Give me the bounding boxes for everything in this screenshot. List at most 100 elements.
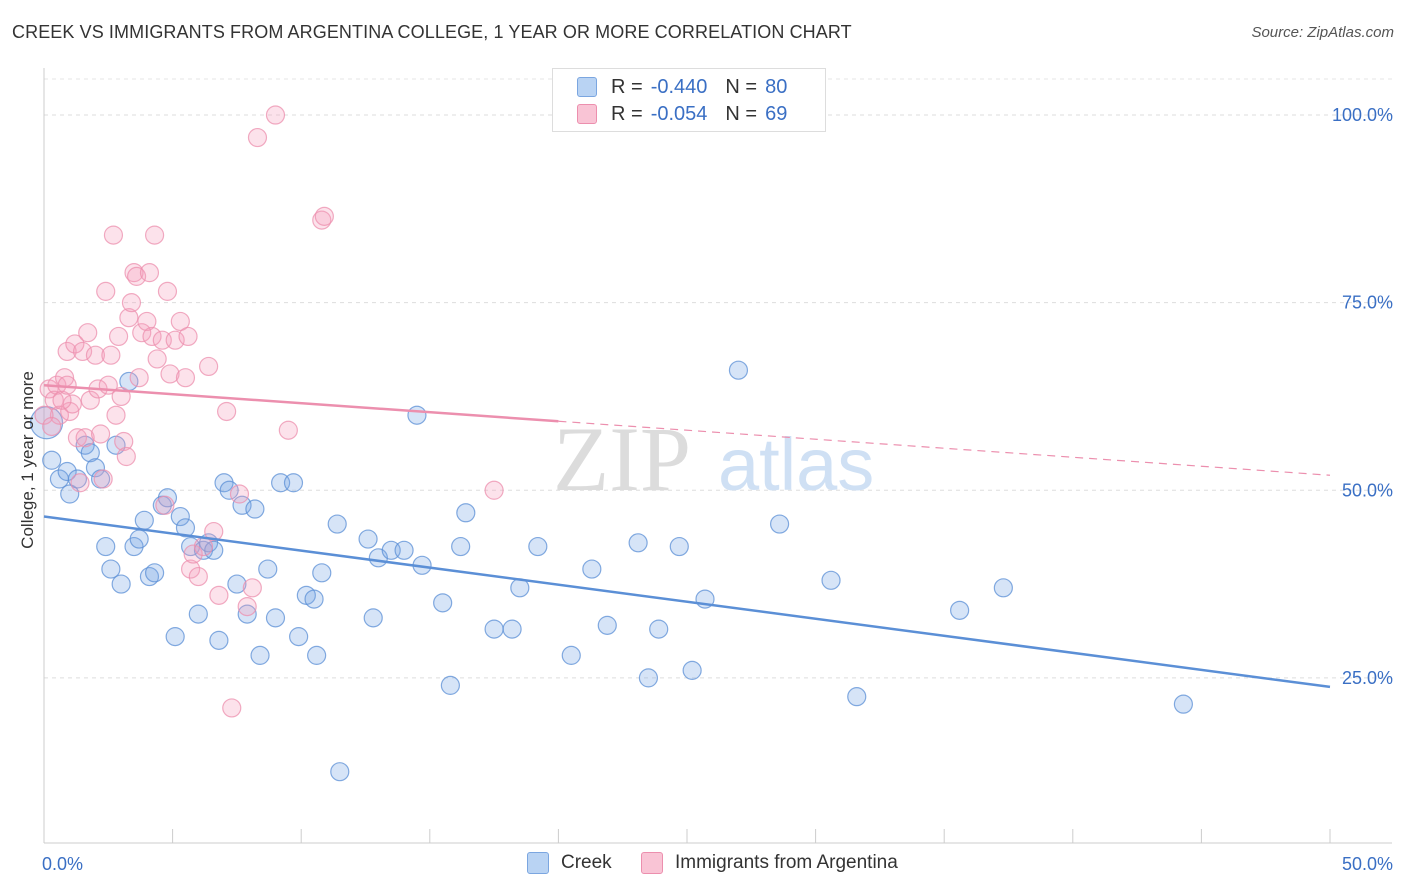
argentina-point	[90, 424, 111, 444]
n-value-argentina: 69	[765, 102, 788, 125]
argentina-point	[93, 469, 113, 489]
creek-point	[101, 559, 121, 579]
argentina-point	[62, 394, 82, 414]
argentina-point	[147, 349, 167, 369]
creek-point	[769, 514, 790, 534]
argentina-point	[114, 431, 134, 452]
argentina-point	[265, 105, 286, 125]
trend-lines	[43, 383, 1331, 689]
argentina-point	[170, 311, 190, 332]
creek-point	[289, 627, 309, 647]
argentina-point	[199, 356, 219, 377]
correlation-legend: R = -0.440 N = 80 R = -0.054 N = 69	[552, 68, 826, 132]
argentina-point	[103, 225, 124, 245]
creek-point	[85, 458, 106, 478]
legend-creek-label: Creek	[561, 852, 612, 873]
argentina-point	[42, 416, 62, 437]
argentina-point	[175, 368, 196, 388]
watermark-zip: ZIP	[553, 408, 691, 510]
creek-point	[451, 536, 471, 557]
r-value-argentina: -0.054	[650, 102, 708, 125]
creek-point	[227, 574, 247, 594]
creek-point	[628, 533, 648, 553]
argentina-point	[484, 480, 504, 500]
argentina-point	[217, 401, 237, 422]
creek-point	[175, 518, 196, 538]
creek-point	[597, 615, 617, 635]
argentina-point	[139, 263, 160, 283]
argentina-point	[119, 308, 139, 328]
argentina-point	[80, 390, 100, 410]
argentina-point	[85, 345, 106, 365]
argentina-point	[183, 544, 203, 564]
creek-point	[80, 443, 100, 463]
creek-point	[96, 536, 116, 557]
creek-point	[57, 461, 77, 482]
argentina-point	[142, 326, 162, 347]
argentina-point	[96, 281, 116, 301]
argentina-point	[229, 484, 250, 504]
creek-legend-swatch	[527, 852, 549, 874]
creek-point	[993, 578, 1013, 598]
creek-trend-line	[43, 515, 1331, 689]
chart-title: CREEK VS IMMIGRANTS FROM ARGENTINA COLLE…	[12, 22, 852, 42]
argentina-point	[178, 326, 198, 347]
source-label: Source: ZipAtlas.com	[1251, 24, 1394, 41]
argentina-point	[188, 566, 208, 587]
creek-point	[165, 627, 185, 647]
legend-row-argentina: R = -0.054 N = 69	[577, 101, 787, 127]
argentina-point	[314, 206, 334, 226]
argentina-point	[44, 390, 64, 410]
legend-argentina-label: Immigrants from Argentina	[675, 852, 898, 873]
argentina-point	[108, 326, 129, 347]
creek-point	[456, 503, 476, 523]
argentina-swatch	[577, 104, 597, 124]
argentina-point	[52, 390, 72, 410]
creek-point	[561, 645, 581, 665]
creek-point	[330, 762, 350, 782]
argentina-point	[67, 428, 88, 448]
watermark-atlas: atlas	[718, 423, 874, 506]
argentina-point	[160, 364, 180, 384]
creek-point	[649, 619, 669, 639]
creek-point	[170, 506, 190, 527]
creek-point	[209, 630, 229, 650]
y-tick-label: 100.0%	[1332, 105, 1393, 125]
argentina-point	[65, 334, 85, 354]
creek-point	[307, 645, 327, 665]
creek-point	[327, 514, 347, 534]
argentina-point	[181, 559, 201, 579]
argentina-point	[165, 330, 185, 350]
argentina-point	[157, 281, 178, 301]
argentina-point	[137, 311, 157, 332]
argentina-point	[72, 341, 93, 362]
data-points	[29, 105, 1193, 782]
x-tick-label-min: 0.0%	[42, 854, 83, 874]
creek-point	[1173, 694, 1193, 714]
argentina-point	[49, 405, 70, 425]
argentina-point	[101, 345, 121, 365]
argentina-point	[75, 428, 95, 448]
creek-point	[433, 593, 453, 613]
creek-point	[821, 570, 841, 590]
argentina-point	[129, 368, 149, 388]
creek-point	[188, 604, 208, 624]
creek-point	[129, 529, 149, 549]
argentina-point	[60, 401, 80, 422]
argentina-point	[278, 420, 298, 440]
creek-point	[111, 574, 131, 594]
argentina-point	[222, 698, 242, 718]
y-tick-label: 50.0%	[1342, 480, 1393, 500]
argentina-point	[242, 578, 262, 598]
argentina-point	[126, 266, 147, 286]
creek-point	[245, 499, 265, 519]
creek-point	[407, 405, 427, 425]
x-tick-label-max: 50.0%	[1342, 854, 1393, 874]
creek-point	[157, 488, 178, 508]
creek-point	[950, 600, 970, 620]
r-label: R =	[611, 75, 643, 98]
argentina-point	[204, 521, 224, 542]
argentina-point	[155, 495, 175, 515]
creek-point	[204, 540, 224, 560]
argentina-point	[34, 405, 54, 425]
